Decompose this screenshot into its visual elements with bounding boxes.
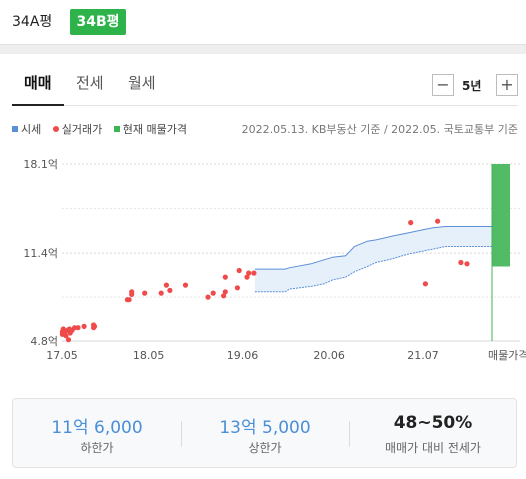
- price-summary-box: 11억 6,000 하한가 13억 5,000 상한가 48~50% 매매가 대…: [12, 398, 517, 468]
- data-source-note: 2022.05.13. KB부동산 기준 / 2022.05. 국토교통부 기준: [241, 123, 518, 136]
- market-price-band: [254, 226, 493, 292]
- trade-price-point: [408, 220, 414, 226]
- trade-price-point: [234, 285, 240, 291]
- chart-legend: 시세 실거래가 현재 매물가격: [12, 121, 195, 137]
- trade-price-point: [63, 333, 69, 339]
- jeonse-ratio-label: 매매가 대비 전세가: [385, 441, 481, 455]
- area-type-tabs: 34A평 34B평: [0, 0, 526, 44]
- trade-price-point: [464, 261, 470, 267]
- trade-price-point: [422, 281, 428, 287]
- trade-price-legend-label: 실거래가: [61, 123, 103, 136]
- section-divider: [0, 44, 526, 54]
- x-tick-label: 17.05: [46, 349, 78, 362]
- x-tick-label: 19.06: [227, 349, 259, 362]
- trade-price-point: [91, 322, 97, 328]
- tab-divider: [12, 105, 518, 106]
- trade-price-point: [205, 294, 211, 300]
- upper-price-label: 상한가: [248, 441, 282, 455]
- area-tab-34b[interactable]: 34B평: [70, 9, 126, 35]
- deal-type-tabs: 매매 전세 월세: [0, 54, 526, 106]
- trade-price-point: [126, 297, 132, 303]
- trade-price-point: [182, 282, 189, 288]
- trade-price-point: [167, 287, 173, 293]
- market-price-lower-line: [254, 246, 493, 293]
- trade-price-point: [158, 290, 164, 296]
- lower-price-label: 하한가: [80, 441, 114, 455]
- x-tick-label: 매물가격: [488, 349, 526, 362]
- listing-price-range-bar: [492, 164, 510, 267]
- y-tick-label: 18.1억: [23, 158, 58, 171]
- trade-price-point: [75, 325, 81, 331]
- period-increase-button[interactable]: +: [496, 74, 518, 96]
- trade-price-point: [458, 259, 464, 266]
- trade-price-point: [163, 282, 169, 288]
- y-tick-label: 4.8억: [30, 335, 58, 348]
- trade-price-point: [142, 290, 148, 296]
- active-tab-indicator: [12, 104, 64, 106]
- upper-price-value: 13억 5,000: [219, 418, 311, 438]
- market-price-legend-swatch: [12, 126, 18, 132]
- trade-price-point: [129, 289, 135, 295]
- trade-price-point: [81, 323, 87, 329]
- trade-price-point: [65, 337, 72, 343]
- lower-price-value: 11억 6,000: [51, 418, 143, 438]
- trade-price-point: [210, 290, 216, 296]
- trade-price-point: [244, 274, 250, 280]
- trade-price-point: [236, 267, 242, 274]
- listing-price-legend-label: 현재 매물가격: [122, 123, 187, 136]
- tab-monthly-rent[interactable]: 월세: [128, 74, 156, 92]
- x-tick-label: 18.05: [133, 349, 165, 362]
- trade-price-point: [222, 274, 228, 280]
- period-decrease-button[interactable]: −: [432, 74, 454, 96]
- lower-price-column: 11억 6,000 하한가: [13, 399, 181, 469]
- summary-separator: [181, 421, 182, 447]
- market-price-legend-label: 시세: [21, 123, 42, 136]
- trade-price-point: [435, 218, 441, 224]
- upper-price-column: 13억 5,000 상한가: [181, 399, 349, 469]
- summary-separator: [349, 421, 350, 447]
- trade-price-legend-swatch: [52, 126, 59, 132]
- x-tick-label: 21.07: [407, 349, 439, 362]
- period-label: 5년: [462, 79, 482, 93]
- jeonse-ratio-column: 48~50% 매매가 대비 전세가: [349, 399, 517, 469]
- listing-price-legend-swatch: [113, 126, 120, 132]
- area-tab-34a[interactable]: 34A평: [12, 14, 53, 30]
- y-tick-label: 11.4억: [23, 247, 58, 260]
- trade-price-point: [222, 289, 228, 295]
- tab-jeonse[interactable]: 전세: [76, 74, 104, 92]
- trade-price-point: [221, 293, 227, 299]
- jeonse-ratio-value: 48~50%: [393, 413, 473, 433]
- tab-sale[interactable]: 매매: [24, 74, 52, 92]
- x-tick-label: 20.06: [313, 349, 345, 362]
- market-price-upper-line: [254, 226, 493, 270]
- trade-price-point: [246, 270, 252, 276]
- trade-price-point: [251, 270, 257, 276]
